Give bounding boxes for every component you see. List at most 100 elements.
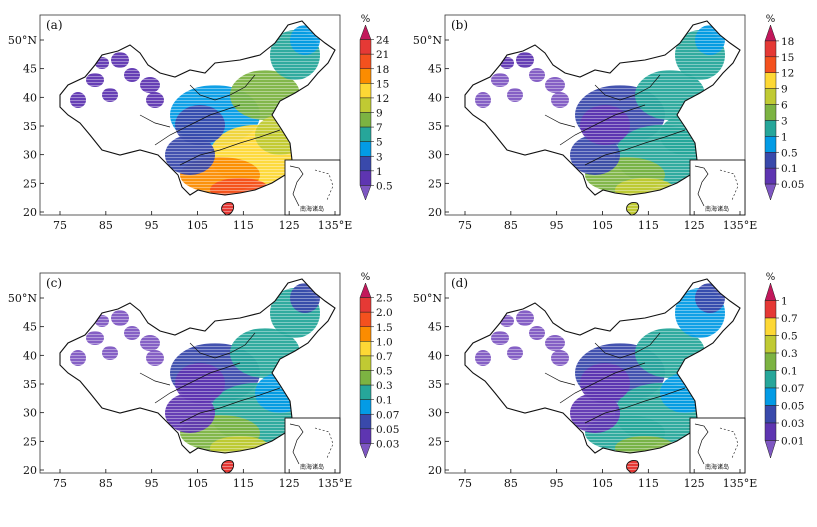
legend-tick-label: 0.5 [781,331,798,343]
x-tick-label: 115 [233,477,254,490]
legend-tick-label: 24 [376,35,390,47]
legend-tick-label: 0.03 [781,418,804,430]
interior-line [189,332,256,359]
colorbar-segment [359,341,372,357]
legend-tick-label: 0.1 [376,395,393,407]
map-panel-1: 南海诸岛(b)75 85 95 105 115 125 135°E50°N454035302… [413,14,805,232]
colorbar-segment [359,156,372,172]
colorbar-segment [764,40,777,58]
legend-tick-label: 18 [781,36,794,48]
x-tick-label: 95 [145,219,159,232]
colorbar-segment [764,136,777,153]
inset-coast [694,423,709,465]
legend-tick-label: 2.0 [376,307,393,319]
interior-line [584,387,686,424]
colorbar-segment [359,83,372,99]
legend-tick-label: 0.01 [781,436,804,448]
x-tick-label: 85 [504,477,518,490]
legend-tick-label: 1.5 [376,322,393,334]
y-tick-label: 35 [428,120,442,133]
x-tick-label: 85 [504,219,518,232]
legend-tick-label: 15 [376,78,389,90]
colorbar-segment [764,24,777,42]
inset-box [284,159,341,216]
x-tick-label: 105 [187,219,208,232]
y-tick-label: 45 [23,63,37,76]
country-border [464,20,741,196]
colorbar-segment [764,387,777,406]
x-tick-label: 75 [53,219,67,232]
legend-tick-label: 1 [781,131,788,143]
interior-line [154,104,241,146]
x-tick-label: 125 [279,219,300,232]
inset-box [284,417,341,474]
y-tick-label: 25 [428,177,442,190]
legend-tick-label: 7 [376,122,383,134]
x-tick-label: 105 [187,477,208,490]
colorbar-segment [359,399,372,415]
y-tick-label: 20 [428,206,442,219]
legend-tick-label: 0.05 [376,424,399,436]
inset-box [689,417,746,474]
map-panel-3: 南海诸岛(d)75 85 95 105 115 125 135°E50°N454035302… [413,272,805,490]
colorbar-segment [359,24,372,40]
legend-tick-label: 0.07 [376,409,399,421]
colorbar-segment [764,370,777,389]
legend-tick-label: 6 [781,100,788,112]
y-tick-label: 30 [428,149,442,162]
inset-label: 南海诸岛 [300,205,324,213]
interior-line [544,372,576,386]
x-tick-label: 135°E [318,477,353,490]
legend-tick-label: 0.1 [781,366,798,378]
colorbar-segment [764,72,777,89]
x-tick-label: 105 [592,219,613,232]
x-tick-label: 125 [684,219,705,232]
colorbar-segment [359,282,372,298]
legend-tick-label: 0.03 [376,438,399,450]
y-tick-label: 30 [23,407,37,420]
x-tick-label: 85 [99,219,113,232]
legend-tick-label: 2.5 [376,293,393,305]
interior-line [559,104,646,146]
colorbar: 1 0.7 0.5 0.3 0.1 0.07 0.05 0.03 0.01 [764,282,804,459]
legend-tick-label: 3 [376,151,383,163]
inset-label: 南海诸岛 [705,463,729,471]
legend-tick-label: 3 [781,115,788,127]
hainan-border [221,460,235,474]
colorbar-segment [359,428,372,444]
colorbar-segment [764,120,777,137]
colorbar-segment [764,335,777,354]
x-tick-label: 125 [684,477,705,490]
y-tick-label: 25 [23,177,37,190]
y-tick-label: 35 [23,378,37,391]
y-tick-label: 50°N [413,34,442,47]
y-tick-label: 35 [428,378,442,391]
legend-tick-label: 0.5 [781,147,798,159]
legend-tick-label: 9 [781,84,788,96]
colorbar-segment [764,422,777,441]
colorbar: 2.5 2.0 1.5 1.0 0.7 0.5 0.3 0.1 0.07 0.05 0.03 [359,282,399,459]
y-tick-label: 40 [428,349,442,362]
colorbar-segment [764,440,777,459]
country-border [464,278,741,454]
legend-tick-label: 12 [781,68,794,80]
interior-line [179,129,281,166]
x-tick-label: 95 [550,219,564,232]
legend-tick-label: 1.0 [376,336,393,348]
colorbar: 24 21 18 15 12 9 7 5 3 1 0.5 [359,24,393,201]
colorbar-segment [764,317,777,336]
hainan-border [221,202,235,216]
inset-dashes [314,427,334,459]
inset-box [689,159,746,216]
colorbar-segment [359,170,372,186]
inset-dashes [314,169,334,201]
legend-tick-label: 1 [376,166,383,178]
legend-tick-label: 1 [781,296,788,308]
colorbar-segment [359,443,372,459]
legend-tick-label: 0.5 [376,366,393,378]
interior-line [154,362,241,404]
x-tick-label: 125 [279,477,300,490]
y-tick-label: 20 [23,464,37,477]
legend-tick-label: 0.3 [781,348,798,360]
country-border [59,20,336,196]
